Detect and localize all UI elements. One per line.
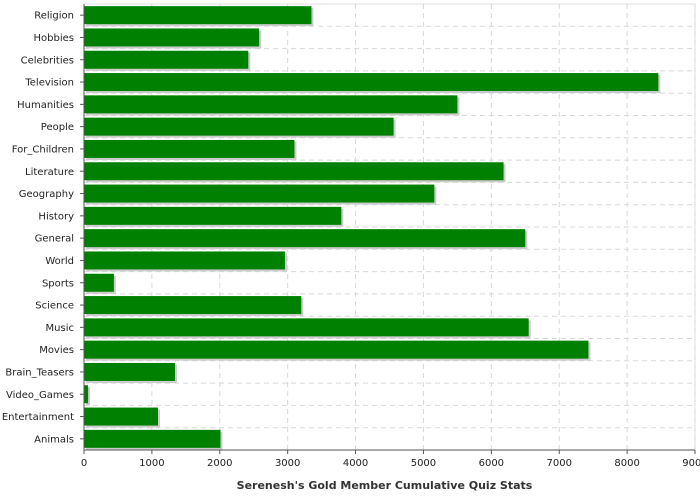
y-tick-label: Celebrities — [21, 55, 74, 66]
x-tick-label: 5000 — [411, 458, 436, 469]
x-tick-label: 3000 — [275, 458, 300, 469]
y-tick-label: Movies — [39, 345, 74, 356]
y-tick-label: Hobbies — [34, 33, 74, 44]
bar-history — [84, 206, 342, 225]
bar-science — [84, 296, 302, 315]
y-tick-label: Sports — [42, 278, 74, 289]
bar-hobbies — [84, 28, 260, 47]
x-tick-label: 9000 — [682, 458, 700, 469]
y-tick-label: Video_Games — [6, 390, 74, 401]
bar-general — [84, 229, 526, 248]
y-tick-label: General — [35, 234, 74, 245]
y-tick-label: Literature — [25, 167, 74, 178]
y-tick-label: People — [41, 122, 74, 133]
bar-for-children — [84, 139, 295, 158]
bar-brain-teasers — [84, 362, 175, 381]
bar-sports — [84, 273, 114, 292]
x-tick-labels: 0 1000 2000 3000 4000 5000 6000 7000 8000 9000 — [81, 450, 700, 469]
x-tick-label: 4000 — [343, 458, 368, 469]
x-tick-label: 2000 — [207, 458, 232, 469]
bar-people — [84, 117, 394, 136]
y-tick-label: Animals — [34, 434, 74, 445]
y-tick-label: Music — [46, 323, 74, 334]
y-tick-label: Science — [35, 301, 74, 312]
bar-entertainment — [84, 407, 158, 426]
bar-music — [84, 318, 529, 337]
x-tick-label: 0 — [81, 458, 87, 469]
y-tick-label: Entertainment — [2, 412, 74, 423]
y-tick-label: For_Children — [12, 144, 74, 155]
y-tick-label: Humanities — [17, 100, 74, 111]
x-tick-label: 7000 — [546, 458, 571, 469]
y-tick-label: Television — [24, 78, 74, 89]
bar-celebrities — [84, 50, 249, 69]
y-tick-label: Brain_Teasers — [5, 367, 74, 378]
x-tick-label: 1000 — [139, 458, 164, 469]
y-tick-label: World — [45, 256, 74, 267]
bar-movies — [84, 340, 589, 359]
bar-video-games — [84, 385, 89, 404]
x-tick-label: 8000 — [614, 458, 639, 469]
bar-world — [84, 251, 285, 270]
y-tick-label: Religion — [34, 11, 74, 22]
bar-geography — [84, 184, 435, 203]
x-axis-title: Serenesh's Gold Member Cumulative Quiz S… — [237, 479, 533, 492]
x-tick-label: 6000 — [479, 458, 504, 469]
grid-lines — [83, 3, 696, 451]
y-tick-label: History — [38, 211, 74, 222]
bar-literature — [84, 162, 504, 181]
y-tick-labels: Religion Hobbies Celebrities Television Huma… — [2, 11, 84, 445]
bar-animals — [84, 429, 221, 448]
y-tick-label: Geography — [19, 189, 74, 200]
bar-television — [84, 73, 659, 92]
bar-religion — [84, 6, 312, 25]
axes — [83, 4, 695, 451]
bars — [84, 6, 661, 450]
bar-humanities — [84, 95, 458, 114]
